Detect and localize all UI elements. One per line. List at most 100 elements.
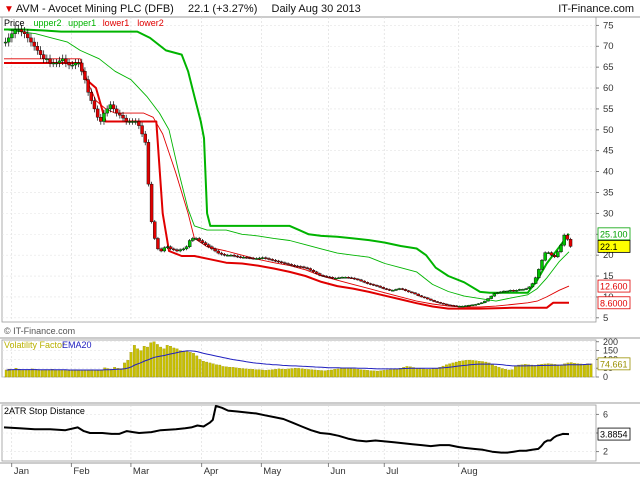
vol-bar [550,363,553,378]
vol-bar [218,364,222,378]
vol-bar [484,361,488,378]
vol-bar [34,369,38,378]
vol-bar [103,367,107,378]
vol-bar [270,369,274,378]
vol-bar [162,348,166,378]
vol-bar [27,369,31,378]
header-company: - Avocet Mining PLC (DFB) [42,3,174,15]
vol-y-tick-label: 0 [603,372,608,382]
price-candle [99,117,103,122]
price-candle [562,234,566,246]
legend-volatility-factor: Volatility Factor [4,340,65,350]
vol-bar [284,369,287,378]
vol-bar [313,369,317,378]
price-candle [552,254,557,258]
price-candle [222,254,227,256]
price-candle [86,79,90,93]
price-candle [149,183,154,222]
price-candle [543,252,547,261]
price-candle [105,108,109,114]
vol-bar [589,363,593,378]
vol-bar [477,360,481,378]
price-candle [257,257,262,260]
price-candle [80,62,84,72]
header-price: 22.1 (+3.27%) [187,3,258,15]
price-candle [286,263,290,265]
vol-bar [339,368,343,378]
price-candle [153,221,157,239]
price-candle [280,261,284,264]
vol-bar [21,370,25,378]
vol-bar [382,370,386,378]
price-candles [3,24,573,308]
price-candle [321,275,325,277]
vol-bar [67,370,71,378]
price-candle [518,289,522,291]
price-candle [299,266,303,268]
price-candle [89,92,93,101]
vol-bar [80,370,84,378]
vol-bar [494,365,498,378]
price-candle [502,290,506,293]
x-tick-label: Jul [386,466,398,477]
price-candle [292,264,297,267]
price-candle [121,114,125,119]
price-candle [16,29,20,31]
price-candle [197,238,201,241]
vol-bar [280,368,284,378]
x-tick-label: Mar [133,466,149,477]
vol-bar [435,368,438,378]
vol-bar [412,367,415,378]
vol-bar [267,369,271,378]
vol-bar [468,359,471,378]
price-candle [470,304,474,307]
price-y-tick-label: 5 [603,313,608,324]
price-candle [394,289,398,291]
vol-bar [155,344,159,378]
price-candle [251,257,255,260]
vol-bar [159,346,163,378]
vol-bar [307,369,310,378]
price-candle [276,260,281,263]
price-y-tick-label: 75 [603,20,614,31]
vol-bar [474,360,478,378]
price-candle [549,252,554,256]
vol-bar [418,368,422,378]
vol-bar [83,369,87,378]
vol-bar [165,345,169,378]
price-candle [48,58,52,64]
price-badge-label: 25.100 [600,229,628,239]
vol-bar [169,346,172,378]
vol-bar [369,370,373,378]
price-candle [356,278,360,281]
band-upper1 [3,29,570,302]
vol-bar [556,364,560,378]
vol-bar [211,363,215,378]
vol-bar [376,370,379,378]
price-candle [530,283,535,288]
price-candle [270,259,274,261]
price-candle [238,256,243,259]
vol-bar [57,370,61,378]
price-candle [372,284,376,286]
price-candle [83,71,87,80]
header-source[interactable]: IT-Finance.com [558,3,634,15]
price-candle [283,262,287,264]
price-y-tick-label: 35 [603,187,614,198]
vol-bar [116,368,120,378]
vol-bar [336,368,340,378]
price-candle [175,249,179,252]
vol-bar [54,369,57,378]
price-candle [413,292,417,295]
price-candle [378,285,382,288]
vol-bar [399,368,402,378]
vol-bar [132,345,136,378]
vol-bar [8,368,11,378]
header-date: Aug 30 2013 [298,3,361,15]
vol-bar [11,369,15,378]
price-candle [159,248,163,252]
vol-bar [415,368,419,378]
price-candle [340,277,344,279]
price-y-tick-label: 65 [603,62,614,73]
price-candle [330,277,335,279]
